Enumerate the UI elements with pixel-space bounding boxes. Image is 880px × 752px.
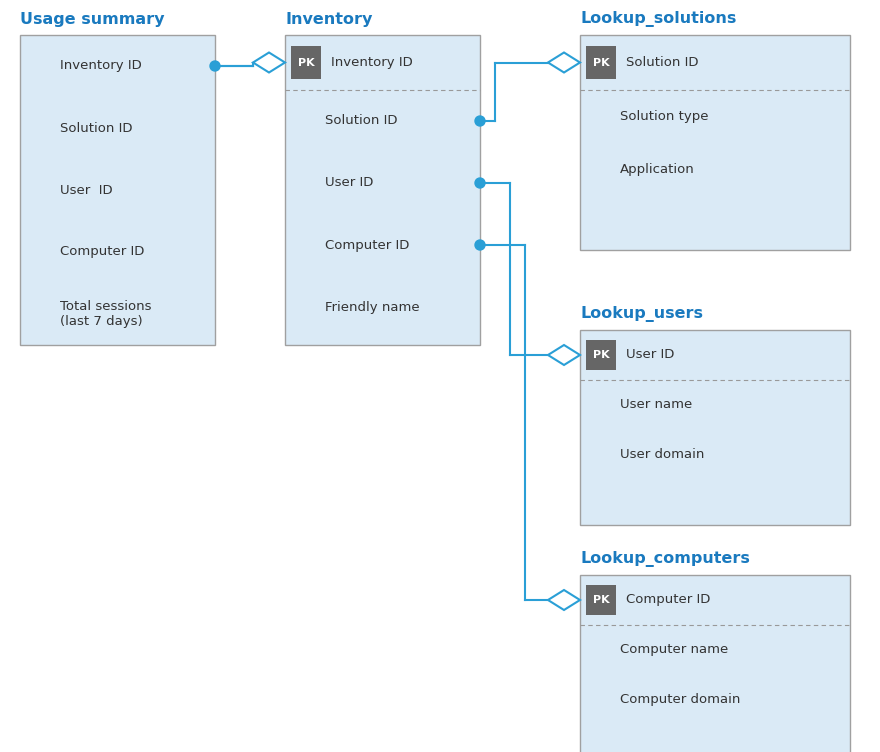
- Text: Application: Application: [620, 163, 694, 176]
- Text: Solution ID: Solution ID: [325, 114, 398, 128]
- Bar: [285, 35, 480, 345]
- Text: PK: PK: [297, 57, 314, 68]
- Text: Solution ID: Solution ID: [626, 56, 699, 69]
- Bar: [291, 46, 321, 79]
- Text: Lookup_solutions: Lookup_solutions: [580, 11, 737, 27]
- Text: PK: PK: [593, 595, 609, 605]
- Circle shape: [475, 178, 485, 188]
- Bar: [586, 340, 616, 370]
- Bar: [586, 585, 616, 615]
- Text: User ID: User ID: [626, 348, 674, 362]
- Text: Solution type: Solution type: [620, 110, 708, 123]
- Text: Friendly name: Friendly name: [325, 301, 420, 314]
- Text: Computer ID: Computer ID: [60, 245, 144, 259]
- Bar: [580, 575, 850, 752]
- Text: User domain: User domain: [620, 448, 704, 462]
- Text: Solution ID: Solution ID: [60, 122, 133, 135]
- Text: Lookup_computers: Lookup_computers: [580, 551, 750, 567]
- Text: Computer domain: Computer domain: [620, 693, 740, 706]
- Circle shape: [475, 116, 485, 126]
- Text: Lookup_users: Lookup_users: [580, 306, 703, 322]
- Bar: [20, 35, 215, 345]
- Bar: [580, 35, 850, 250]
- Text: Total sessions
(last 7 days): Total sessions (last 7 days): [60, 300, 151, 328]
- Text: Inventory ID: Inventory ID: [60, 59, 142, 72]
- Text: Computer ID: Computer ID: [626, 593, 710, 607]
- Text: Computer name: Computer name: [620, 644, 729, 656]
- Text: User  ID: User ID: [60, 183, 113, 196]
- Circle shape: [210, 61, 220, 71]
- Text: User name: User name: [620, 399, 693, 411]
- Text: Inventory: Inventory: [285, 12, 372, 27]
- Text: Usage summary: Usage summary: [20, 12, 165, 27]
- Text: Inventory ID: Inventory ID: [331, 56, 413, 69]
- Text: Computer ID: Computer ID: [325, 238, 409, 251]
- Bar: [586, 46, 616, 79]
- Text: User ID: User ID: [325, 177, 373, 190]
- Text: PK: PK: [593, 57, 609, 68]
- Circle shape: [475, 240, 485, 250]
- Text: PK: PK: [593, 350, 609, 360]
- Bar: [580, 330, 850, 525]
